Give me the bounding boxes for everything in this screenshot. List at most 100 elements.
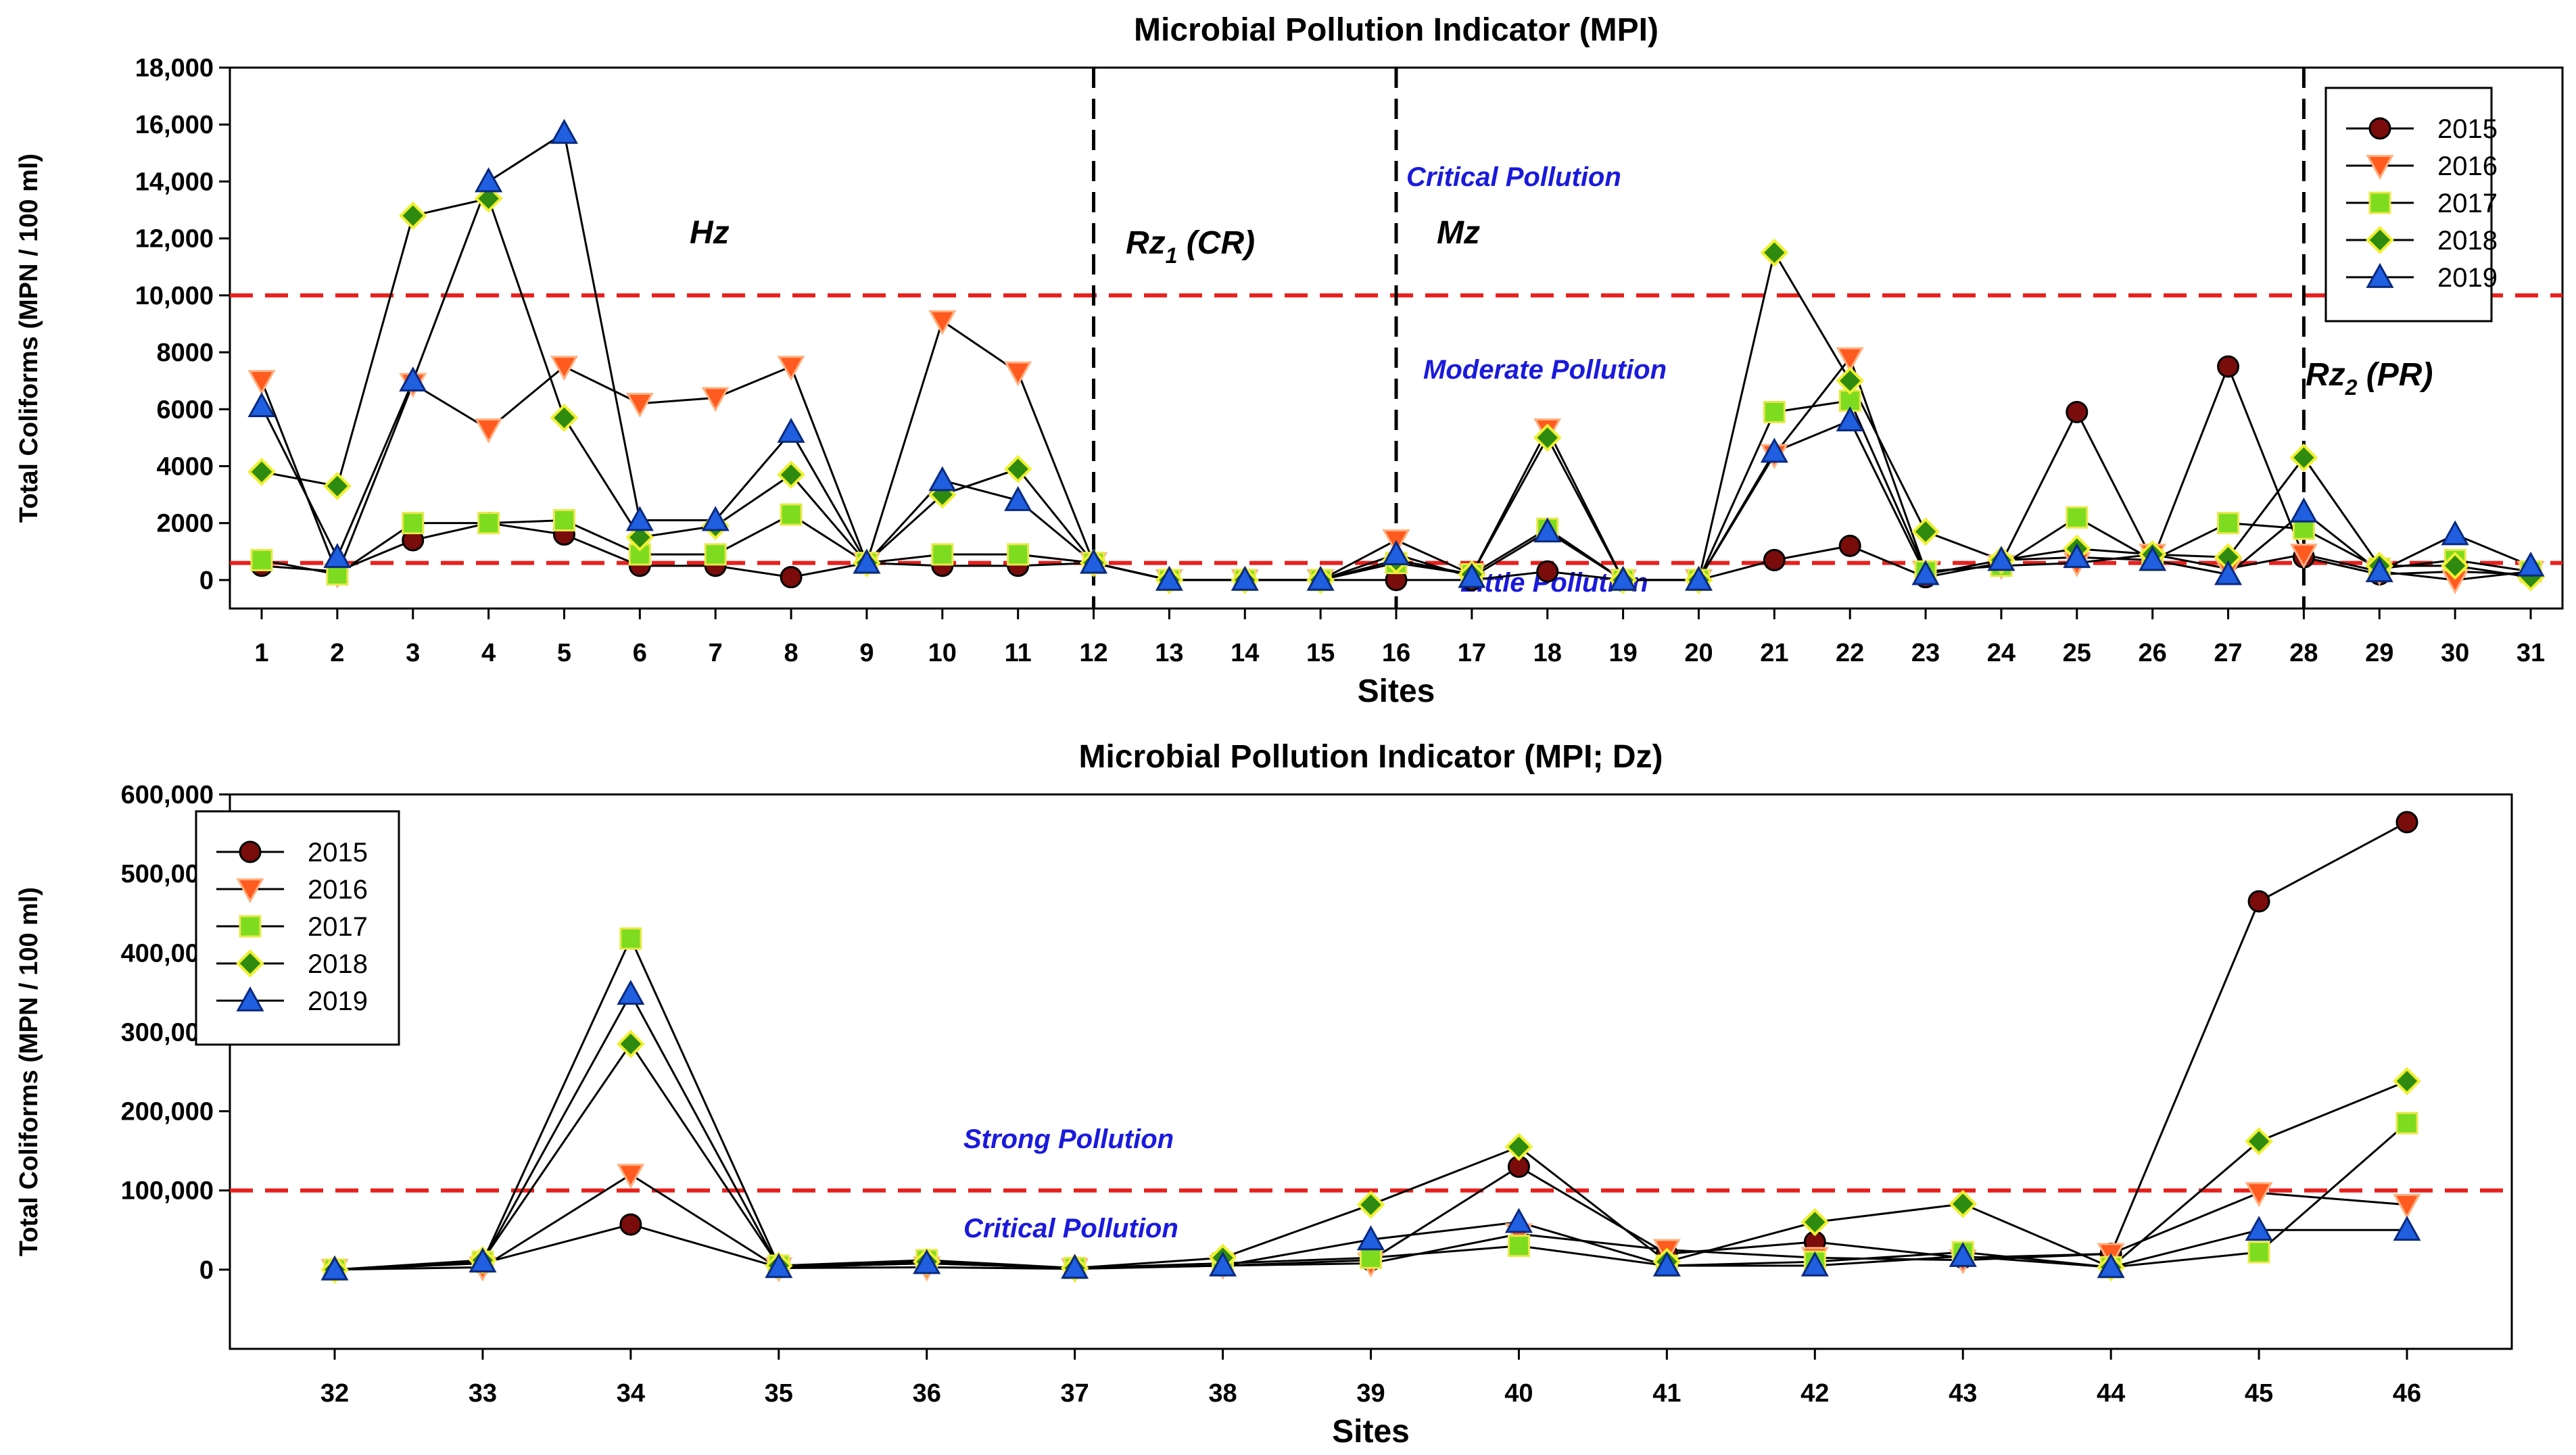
data-point xyxy=(1949,1189,1978,1218)
series-markers-2019 xyxy=(247,118,2545,591)
data-point xyxy=(550,404,579,432)
legend-label: 2016 xyxy=(2437,151,2498,181)
pollution-annotation: Critical Pollution xyxy=(963,1214,1178,1243)
legend-label: 2019 xyxy=(308,986,368,1016)
legend-marker xyxy=(2366,226,2394,254)
x-tick-label: 25 xyxy=(2063,639,2091,667)
x-tick-label: 22 xyxy=(1836,639,1864,667)
data-point xyxy=(853,548,881,574)
data-point xyxy=(1684,565,1713,591)
x-tick-label: 11 xyxy=(1005,639,1032,667)
data-point xyxy=(399,366,427,392)
x-tick-label: 17 xyxy=(1458,639,1486,667)
legend-label: 2018 xyxy=(2437,226,2498,256)
legend-marker xyxy=(236,986,264,1011)
data-point xyxy=(780,566,803,589)
data-point xyxy=(1760,238,1789,267)
legend-marker xyxy=(236,949,264,978)
data-point xyxy=(475,167,503,193)
data-point xyxy=(701,387,730,412)
y-tick-label: 4000 xyxy=(156,452,214,481)
x-tick-label: 26 xyxy=(2139,639,2167,667)
data-point xyxy=(2066,506,2089,529)
data-point xyxy=(704,543,727,566)
data-point xyxy=(1231,565,1259,591)
series-line-2017 xyxy=(334,936,2408,1271)
data-point xyxy=(701,506,730,531)
data-point xyxy=(780,503,803,526)
pollution-annotation: Moderate Pollution xyxy=(1423,355,1667,385)
x-tick-label: 34 xyxy=(617,1379,645,1408)
data-point xyxy=(1800,1251,1829,1277)
data-point xyxy=(1763,400,1786,423)
x-axis-label: Sites xyxy=(1358,673,1435,709)
legend-marker xyxy=(2368,117,2391,140)
data-point xyxy=(1061,1254,1089,1279)
data-point xyxy=(247,391,276,417)
legend-label: 2017 xyxy=(308,912,368,942)
data-point xyxy=(1760,437,1788,463)
legend-marker xyxy=(2368,191,2391,214)
data-point xyxy=(550,118,579,144)
data-point xyxy=(625,506,654,531)
data-point xyxy=(2441,520,2469,546)
y-tick-label: 2000 xyxy=(156,510,214,538)
data-point xyxy=(2289,497,2318,523)
x-tick-label: 7 xyxy=(709,639,723,667)
data-point xyxy=(617,1164,645,1189)
data-point xyxy=(250,548,273,571)
data-point xyxy=(1763,548,1786,571)
x-tick-label: 15 xyxy=(1306,639,1335,667)
x-tick-label: 23 xyxy=(1911,639,1940,667)
x-tick-label: 16 xyxy=(1382,639,1410,667)
x-axis-label: Sites xyxy=(1332,1414,1410,1450)
y-axis-label: Total Coliforms (MPN / 100 ml) xyxy=(15,153,43,523)
x-tick-label: 31 xyxy=(2517,639,2545,667)
data-point xyxy=(2365,557,2393,583)
x-tick-label: 12 xyxy=(1079,639,1107,667)
x-tick-label: 38 xyxy=(1208,1379,1237,1408)
data-point xyxy=(617,1030,645,1058)
data-point xyxy=(1507,1235,1530,1258)
data-point xyxy=(2289,544,2318,569)
data-point xyxy=(1504,1132,1533,1162)
data-point xyxy=(2245,1216,2273,1241)
data-point xyxy=(2393,1193,2421,1219)
data-point xyxy=(469,1247,497,1273)
chart-panel-1: Microbial Pollution Indicator (MPI) 0 2000… xyxy=(15,12,2564,709)
legend: 2015 2016 2017 2018 2019 xyxy=(195,810,400,1046)
data-point xyxy=(2517,551,2545,577)
x-tick-label: 36 xyxy=(913,1379,941,1408)
data-point xyxy=(247,458,276,486)
x-tick-label: 40 xyxy=(1504,1379,1533,1408)
legend-label: 2016 xyxy=(308,875,368,905)
data-point xyxy=(1209,1251,1237,1277)
x-tick-label: 41 xyxy=(1652,1379,1681,1408)
data-point xyxy=(552,508,575,531)
x-tick-label: 14 xyxy=(1231,639,1259,667)
data-point xyxy=(1360,1246,1382,1269)
x-tick-label: 3 xyxy=(406,639,420,667)
legend-marker xyxy=(2366,262,2394,288)
x-tick-label: 43 xyxy=(1949,1379,1977,1408)
x-tick-label: 13 xyxy=(1155,639,1183,667)
data-point xyxy=(1911,560,1940,586)
legend-marker xyxy=(2366,155,2394,181)
chart-panel-2: Microbial Pollution Indicator (MPI; Dz) 0… xyxy=(15,739,2513,1450)
data-point xyxy=(1004,361,1032,387)
legend-marker xyxy=(239,915,262,938)
x-tick-label: 33 xyxy=(469,1379,497,1408)
legend-marker xyxy=(236,878,264,904)
data-point xyxy=(931,543,954,566)
x-tick-label: 9 xyxy=(859,639,874,667)
data-point xyxy=(1356,1225,1385,1251)
data-point xyxy=(777,417,805,443)
data-point xyxy=(1836,406,1864,432)
data-point xyxy=(1004,485,1032,511)
chart-title: Microbial Pollution Indicator (MPI; Dz) xyxy=(1079,739,1663,775)
x-tick-label: 35 xyxy=(765,1379,793,1408)
legend-label: 2018 xyxy=(308,949,368,979)
data-point xyxy=(1356,1190,1385,1219)
y-tick-label: 18,000 xyxy=(135,54,214,82)
